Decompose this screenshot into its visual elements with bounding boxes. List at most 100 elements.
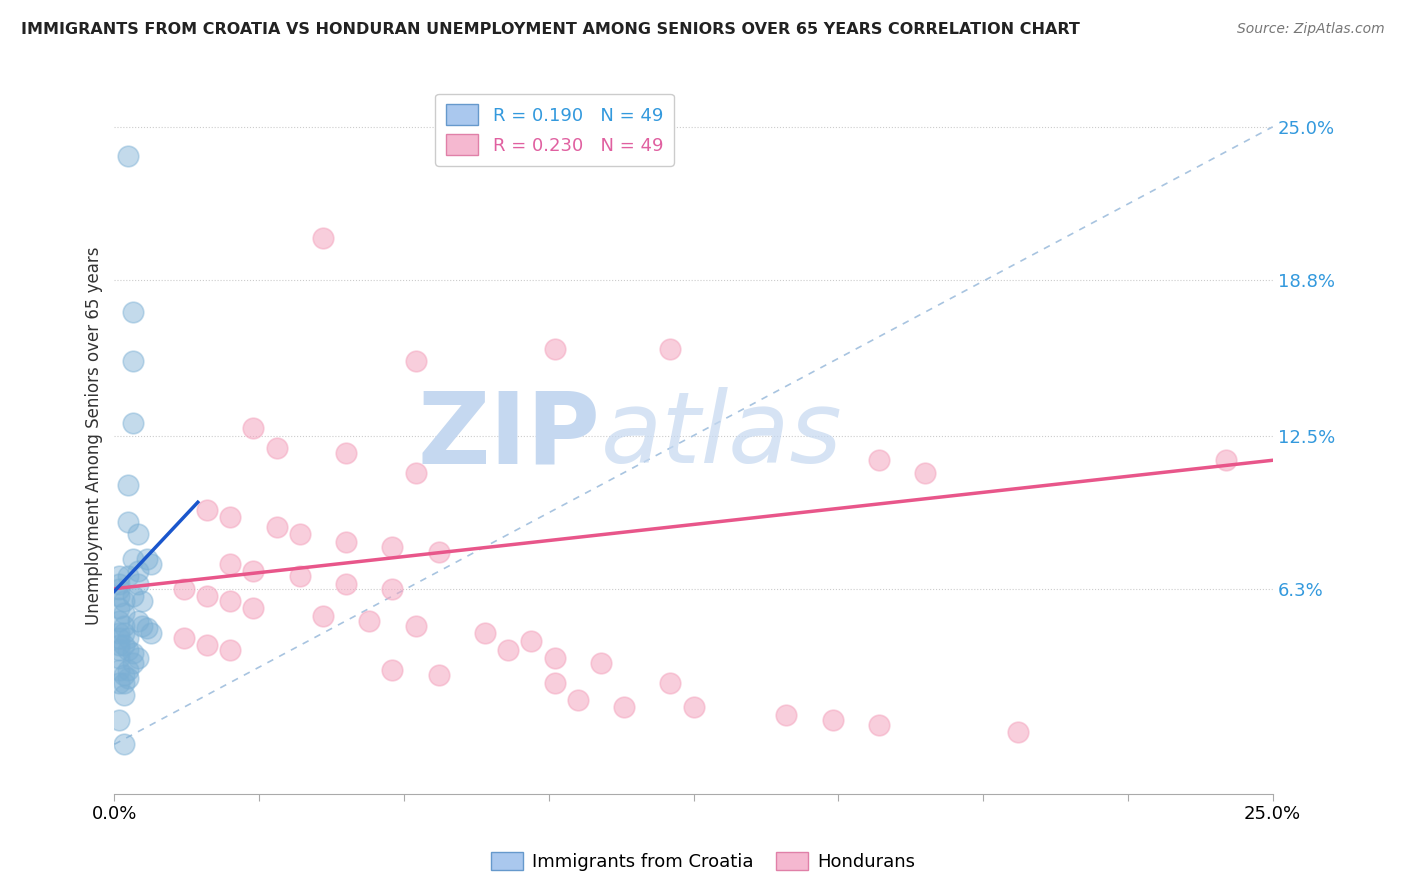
Point [108,576,131,591]
Point [122,354,145,368]
Point [108,643,131,657]
Point [112,639,135,653]
Point [219,594,242,608]
Point [141,626,163,640]
Point [108,663,131,677]
Point [405,466,427,480]
Point [868,717,890,731]
Point [112,618,135,632]
Point [135,621,157,635]
Point [127,576,149,591]
Point [266,441,288,455]
Point [288,569,311,583]
Point [108,589,131,603]
Point [868,453,890,467]
Point [122,416,145,430]
Point [112,668,135,682]
Point [242,421,264,435]
Point [613,700,636,714]
Point [108,650,131,665]
Point [122,552,145,566]
Point [659,675,682,690]
Point [112,675,135,690]
Point [567,693,589,707]
Point [543,342,565,356]
Point [108,614,131,628]
Text: atlas: atlas [600,387,842,484]
Text: IMMIGRANTS FROM CROATIA VS HONDURAN UNEMPLOYMENT AMONG SENIORS OVER 65 YEARS COR: IMMIGRANTS FROM CROATIA VS HONDURAN UNEM… [21,22,1080,37]
Point [127,650,149,665]
Point [335,576,357,591]
Point [108,639,131,653]
Point [141,557,163,571]
Point [108,582,131,596]
Point [242,565,264,579]
Point [589,656,612,670]
Point [122,589,145,603]
Point [312,608,335,623]
Point [381,582,404,596]
Point [219,557,242,571]
Point [108,626,131,640]
Point [108,675,131,690]
Point [127,614,149,628]
Point [381,663,404,677]
Point [131,618,153,632]
Point [405,354,427,368]
Point [117,643,139,657]
Point [117,663,139,677]
Point [173,631,195,645]
Legend: R = 0.190   N = 49, R = 0.230   N = 49: R = 0.190 N = 49, R = 0.230 N = 49 [434,94,673,166]
Point [821,713,844,727]
Point [335,446,357,460]
Point [117,149,139,163]
Point [117,478,139,492]
Point [117,631,139,645]
Point [195,639,218,653]
Y-axis label: Unemployment Among Seniors over 65 years: Unemployment Among Seniors over 65 years [86,246,103,624]
Point [108,631,131,645]
Text: Source: ZipAtlas.com: Source: ZipAtlas.com [1237,22,1385,37]
Point [122,656,145,670]
Point [135,552,157,566]
Point [474,626,496,640]
Point [122,646,145,660]
Point [427,544,450,558]
Point [112,607,135,621]
Point [195,502,218,516]
Point [122,305,145,319]
Point [108,569,131,583]
Point [127,565,149,579]
Point [520,633,543,648]
Point [775,707,797,722]
Point [112,626,135,640]
Point [659,342,682,356]
Point [427,668,450,682]
Point [108,713,131,727]
Point [312,231,335,245]
Point [112,688,135,702]
Point [682,700,704,714]
Point [405,618,427,632]
Point [381,540,404,554]
Point [543,675,565,690]
Point [219,643,242,657]
Point [127,527,149,541]
Point [914,466,936,480]
Point [496,643,519,657]
Point [335,534,357,549]
Point [359,614,381,628]
Point [108,601,131,615]
Legend: Immigrants from Croatia, Hondurans: Immigrants from Croatia, Hondurans [484,845,922,879]
Point [112,737,135,751]
Point [173,582,195,596]
Point [112,594,135,608]
Point [288,527,311,541]
Point [266,520,288,534]
Point [242,601,264,615]
Point [1007,725,1029,739]
Point [117,569,139,583]
Point [117,515,139,529]
Point [543,650,565,665]
Point [195,589,218,603]
